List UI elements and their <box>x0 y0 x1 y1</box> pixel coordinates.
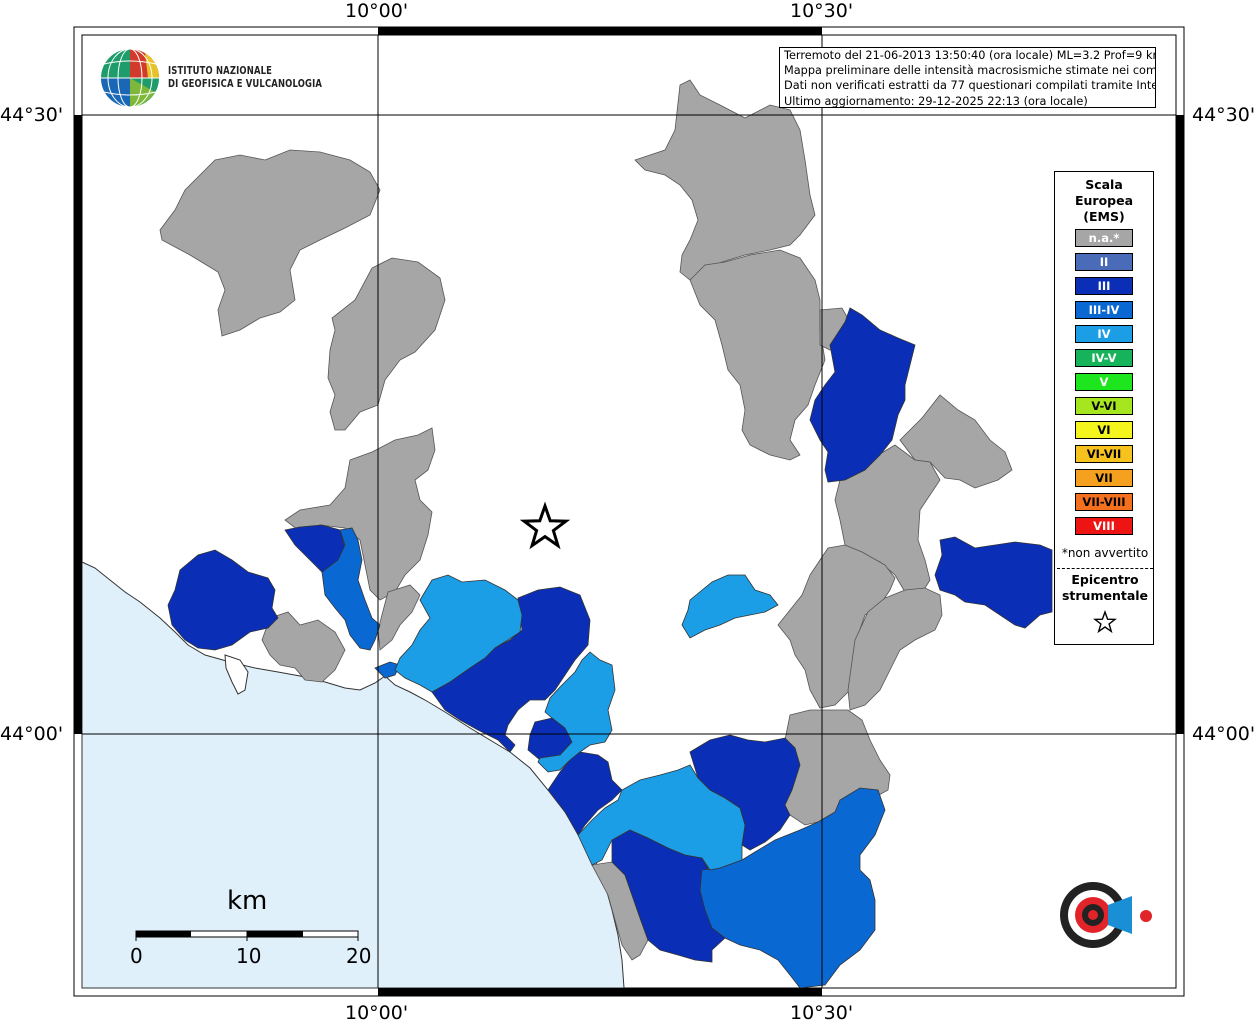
legend-separator <box>1057 568 1153 569</box>
coord-right-2: 44°00' <box>1192 723 1256 745</box>
org-name-line2: DI GEOFISICA E VULCANOLOGIA <box>168 77 323 90</box>
legend-item: VII <box>1075 469 1133 487</box>
legend-epicenter-line2: strumentale <box>1061 588 1149 603</box>
org-name: ISTITUTO NAZIONALE DI GEOFISICA E VULCAN… <box>168 64 322 90</box>
graticule <box>82 35 1176 988</box>
event-info-line3: Dati non verificati estratti da 77 quest… <box>784 79 1156 93</box>
org-name-line1: ISTITUTO NAZIONALE <box>168 64 273 77</box>
legend-item: VI-VII <box>1075 445 1133 463</box>
legend-title-line2: Europea <box>1074 193 1134 208</box>
legend-epicenter-line1: Epicentro <box>1071 572 1139 587</box>
municipalities-na <box>159 79 1013 961</box>
legend-item: III-IV <box>1075 301 1133 319</box>
municipalities-iii-iv <box>321 527 886 989</box>
legend-item: II <box>1075 253 1133 271</box>
legend-item: VI <box>1075 421 1133 439</box>
coord-left-1: 44°30' <box>0 104 64 126</box>
event-info-line2: Mappa preliminare delle intensità macros… <box>784 64 1156 78</box>
coast-detail <box>224 654 249 695</box>
epicenter-star <box>519 501 571 550</box>
coord-bottom-1: 10°00' <box>345 1002 409 1024</box>
legend-item: IV-V <box>1075 349 1133 367</box>
coord-right-1: 44°30' <box>1192 104 1256 126</box>
frame-ticks <box>74 27 1184 996</box>
legend-item: VIII <box>1075 517 1133 535</box>
legend-title-line1: Scala <box>1085 177 1123 192</box>
scale-bar <box>135 930 359 941</box>
scale-label-20: 20 <box>346 944 372 968</box>
scale-label-0: 0 <box>130 944 143 968</box>
legend-note: *non avvertito <box>1061 546 1149 560</box>
legend-title: Scala Europea (EMS) <box>1055 177 1153 225</box>
hsit-logo <box>1060 882 1152 948</box>
legend-item: VII-VIII <box>1075 493 1133 511</box>
legend-item: III <box>1075 277 1133 295</box>
ingv-globe-logo <box>101 48 160 108</box>
legend-item: n.a.* <box>1075 229 1133 247</box>
municipalities-iii <box>167 307 1053 963</box>
legend-epicenter-label: Epicentro strumentale <box>1055 572 1155 604</box>
event-info-box: Terremoto del 21-06-2013 13:50:40 (ora l… <box>779 47 1156 108</box>
event-info-line4: Ultimo aggiornamento: 29-12-2025 22:13 (… <box>784 94 1088 108</box>
coord-top-1: 10°00' <box>345 0 409 22</box>
legend-item: V-VI <box>1075 397 1133 415</box>
legend-star-icon <box>1093 610 1117 634</box>
ems-legend: Scala Europea (EMS) n.a.* II III III-IV IV IV… <box>1054 171 1154 645</box>
municipalities-iv <box>394 574 779 871</box>
legend-title-line3: (EMS) <box>1083 209 1125 224</box>
event-info-line1: Terremoto del 21-06-2013 13:50:40 (ora l… <box>784 49 1156 62</box>
scale-unit: km <box>227 886 268 916</box>
coord-left-2: 44°00' <box>0 723 64 745</box>
legend-item: V <box>1075 373 1133 391</box>
scale-label-10: 10 <box>236 944 262 968</box>
coord-top-2: 10°30' <box>790 0 854 22</box>
coord-bottom-2: 10°30' <box>790 1002 854 1024</box>
legend-item: IV <box>1075 325 1133 343</box>
